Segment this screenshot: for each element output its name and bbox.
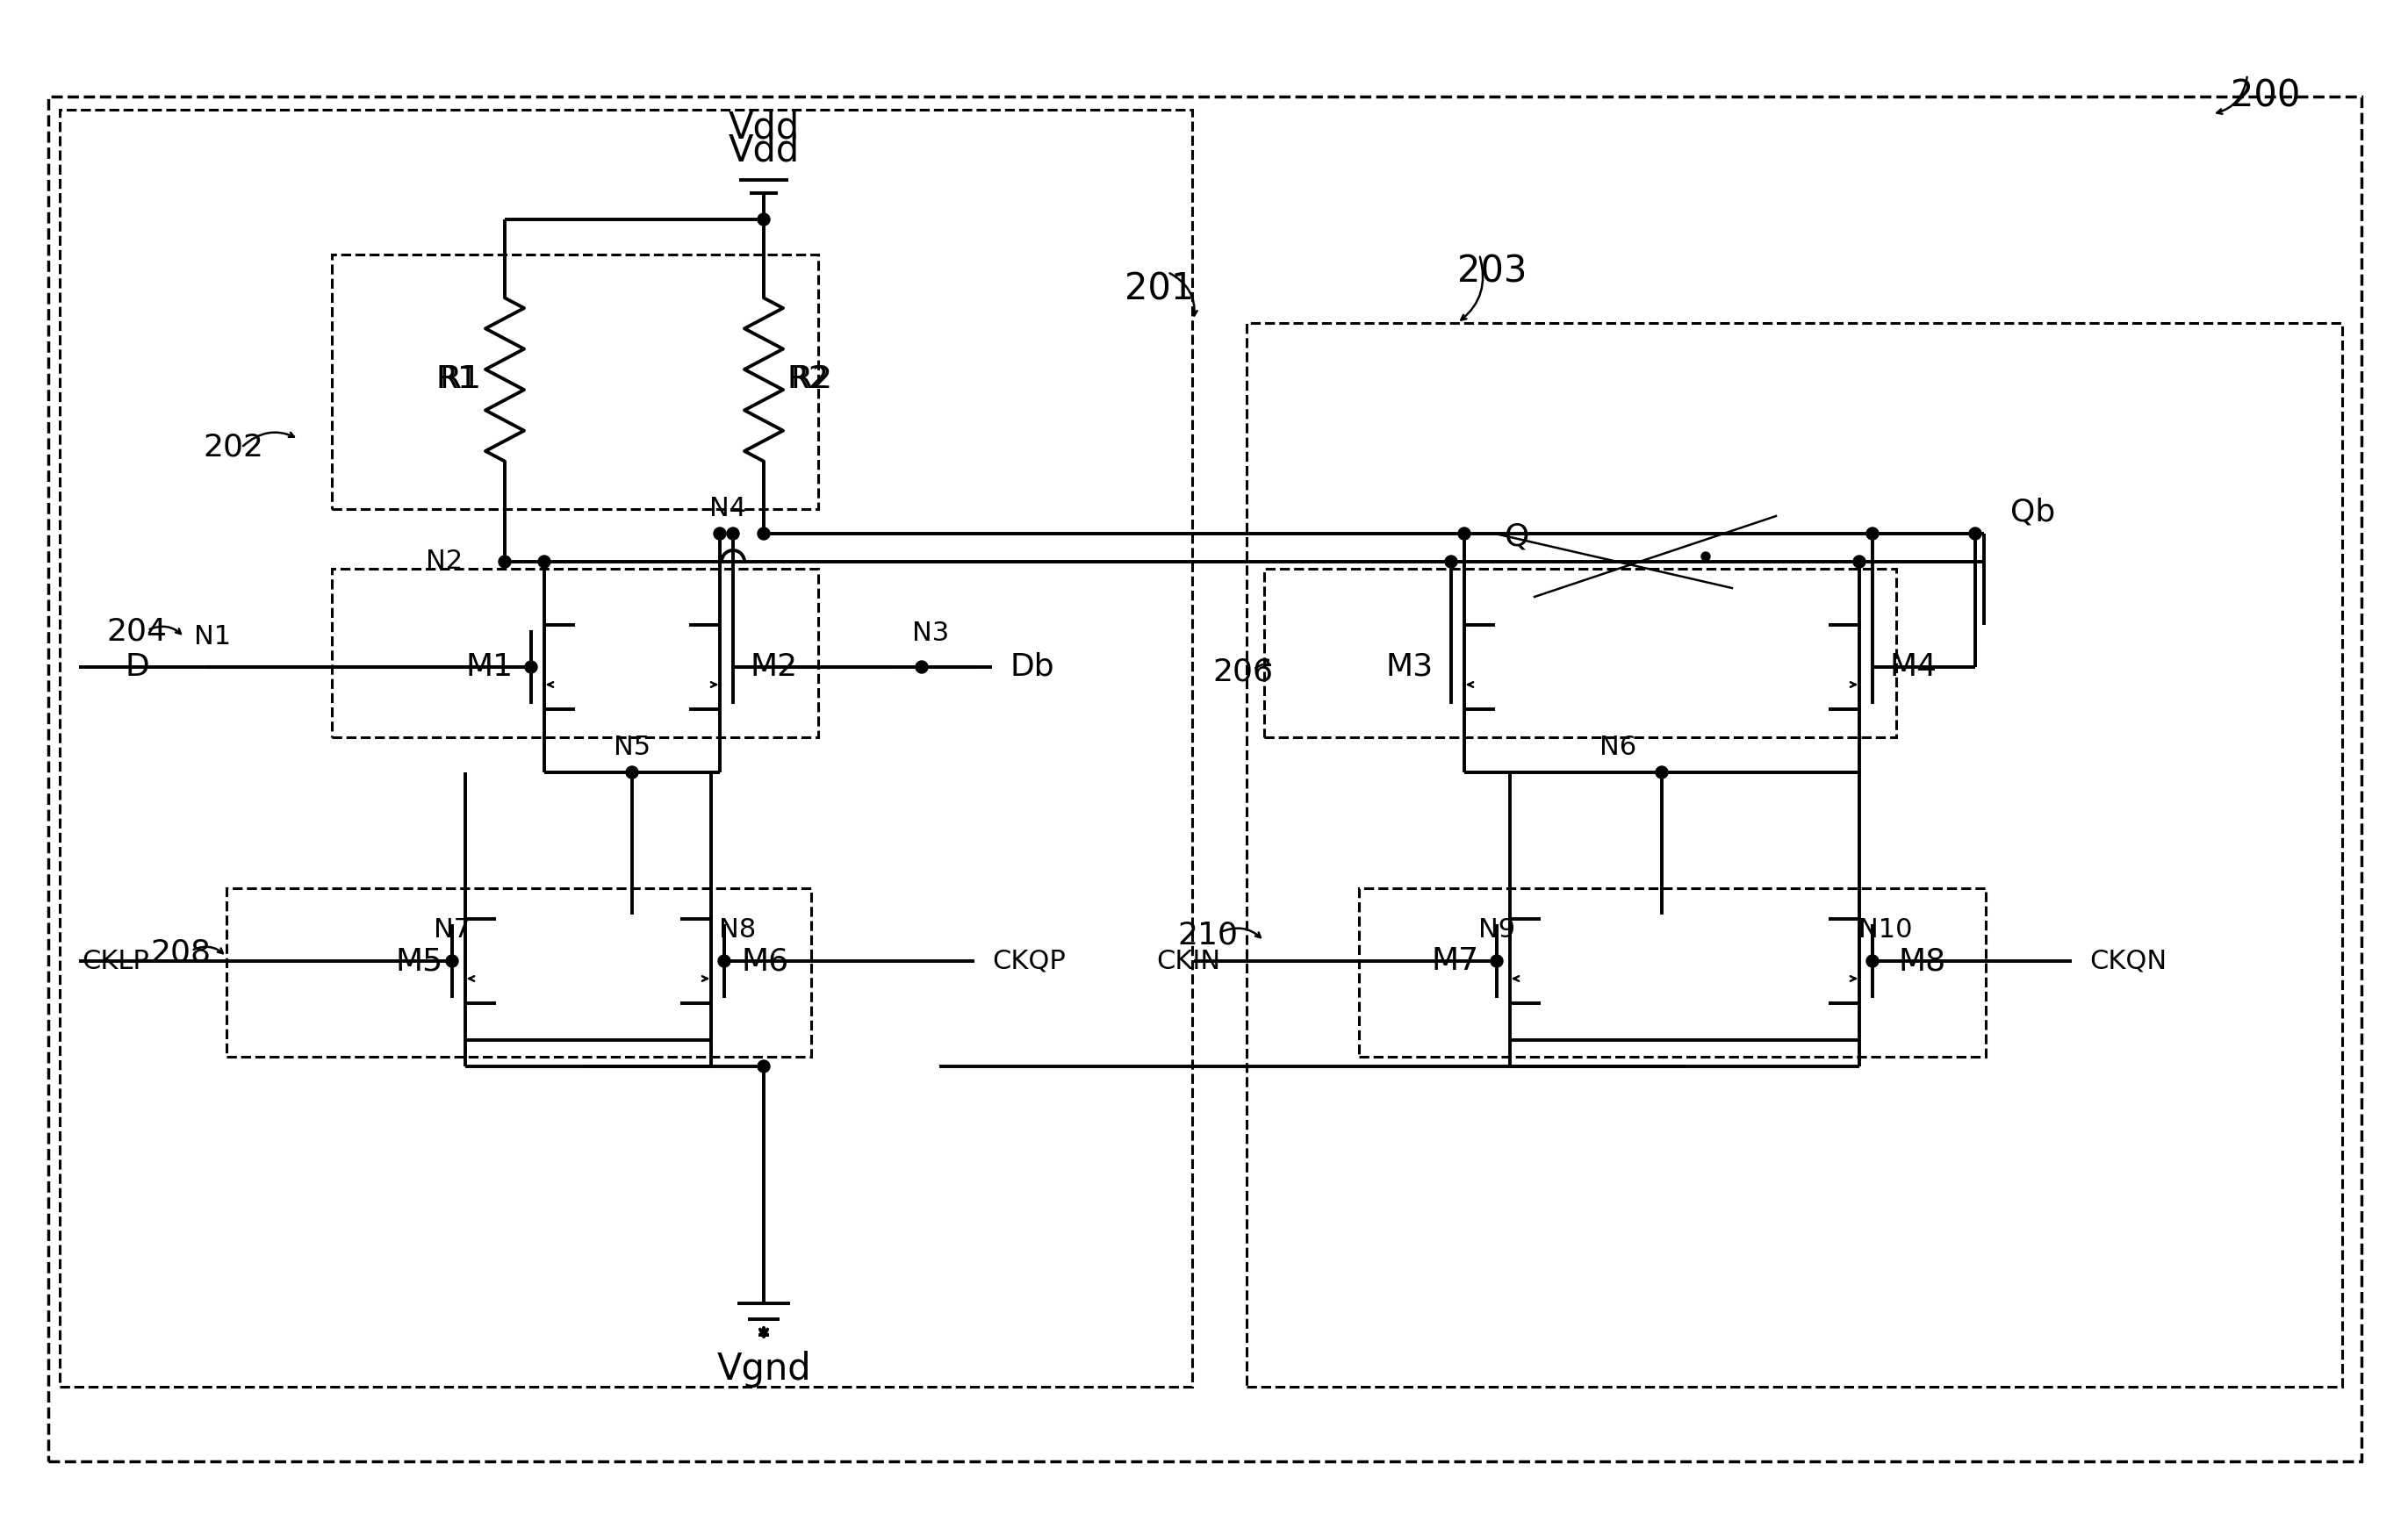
Text: CKQN: CKQN bbox=[2090, 948, 2167, 974]
Text: N1: N1 bbox=[195, 624, 231, 650]
Circle shape bbox=[1657, 766, 1669, 778]
Text: 202: 202 bbox=[202, 433, 262, 463]
Circle shape bbox=[1459, 527, 1471, 540]
Circle shape bbox=[1445, 556, 1457, 568]
Text: Qb: Qb bbox=[2011, 497, 2056, 527]
Text: N9: N9 bbox=[1479, 917, 1515, 943]
Circle shape bbox=[445, 955, 458, 967]
Circle shape bbox=[759, 1060, 771, 1072]
Text: 210: 210 bbox=[1178, 921, 1238, 949]
Text: Q: Q bbox=[1505, 522, 1529, 553]
Bar bbox=[332, 254, 819, 509]
Circle shape bbox=[713, 527, 725, 540]
Text: N5: N5 bbox=[614, 736, 650, 760]
Text: R2: R2 bbox=[790, 365, 833, 394]
Circle shape bbox=[718, 955, 730, 967]
Circle shape bbox=[537, 556, 551, 568]
Text: 206: 206 bbox=[1211, 657, 1274, 686]
Circle shape bbox=[498, 556, 510, 568]
Text: R1: R1 bbox=[436, 365, 477, 394]
Circle shape bbox=[1491, 955, 1503, 967]
Text: CKQP: CKQP bbox=[992, 948, 1064, 974]
Circle shape bbox=[1866, 955, 1878, 967]
Text: N4: N4 bbox=[710, 497, 746, 522]
Text: M5: M5 bbox=[395, 946, 443, 977]
Bar bbox=[60, 109, 1192, 1387]
Circle shape bbox=[1866, 527, 1878, 540]
Text: CKIN: CKIN bbox=[1156, 948, 1221, 974]
Text: M6: M6 bbox=[742, 946, 790, 977]
Circle shape bbox=[759, 527, 771, 540]
Circle shape bbox=[1702, 553, 1710, 560]
Text: N7: N7 bbox=[433, 917, 470, 943]
Text: N6: N6 bbox=[1599, 736, 1637, 760]
Text: CKLP: CKLP bbox=[82, 948, 149, 974]
Text: R1: R1 bbox=[441, 365, 482, 394]
Bar bbox=[1264, 569, 1895, 737]
Text: 201: 201 bbox=[1125, 271, 1194, 307]
Text: 204: 204 bbox=[106, 618, 166, 646]
Text: M7: M7 bbox=[1433, 946, 1479, 977]
Circle shape bbox=[1854, 556, 1866, 568]
Bar bbox=[1247, 322, 2343, 1387]
Text: M1: M1 bbox=[467, 653, 513, 681]
Circle shape bbox=[727, 527, 739, 540]
Text: Db: Db bbox=[1009, 653, 1055, 681]
Text: N2: N2 bbox=[426, 550, 462, 574]
Circle shape bbox=[1970, 527, 1982, 540]
Bar bbox=[226, 889, 811, 1057]
Text: N3: N3 bbox=[913, 621, 949, 646]
Text: Vgnd: Vgnd bbox=[718, 1350, 811, 1388]
Text: Vdd: Vdd bbox=[727, 109, 799, 145]
Circle shape bbox=[759, 213, 771, 226]
Text: N10: N10 bbox=[1859, 917, 1912, 943]
Text: M4: M4 bbox=[1890, 653, 1938, 681]
Circle shape bbox=[915, 662, 927, 674]
Text: 208: 208 bbox=[149, 937, 209, 967]
Text: M2: M2 bbox=[751, 653, 797, 681]
Bar bbox=[332, 569, 819, 737]
Text: N8: N8 bbox=[720, 917, 756, 943]
Bar bbox=[1358, 889, 1987, 1057]
Text: R2: R2 bbox=[787, 365, 828, 394]
Text: 200: 200 bbox=[2230, 79, 2300, 115]
Circle shape bbox=[525, 662, 537, 674]
Text: D: D bbox=[125, 653, 149, 681]
Text: M3: M3 bbox=[1387, 653, 1433, 681]
Text: 203: 203 bbox=[1457, 254, 1527, 291]
Text: Vdd: Vdd bbox=[727, 133, 799, 170]
Circle shape bbox=[626, 766, 638, 778]
Text: M8: M8 bbox=[1900, 946, 1946, 977]
